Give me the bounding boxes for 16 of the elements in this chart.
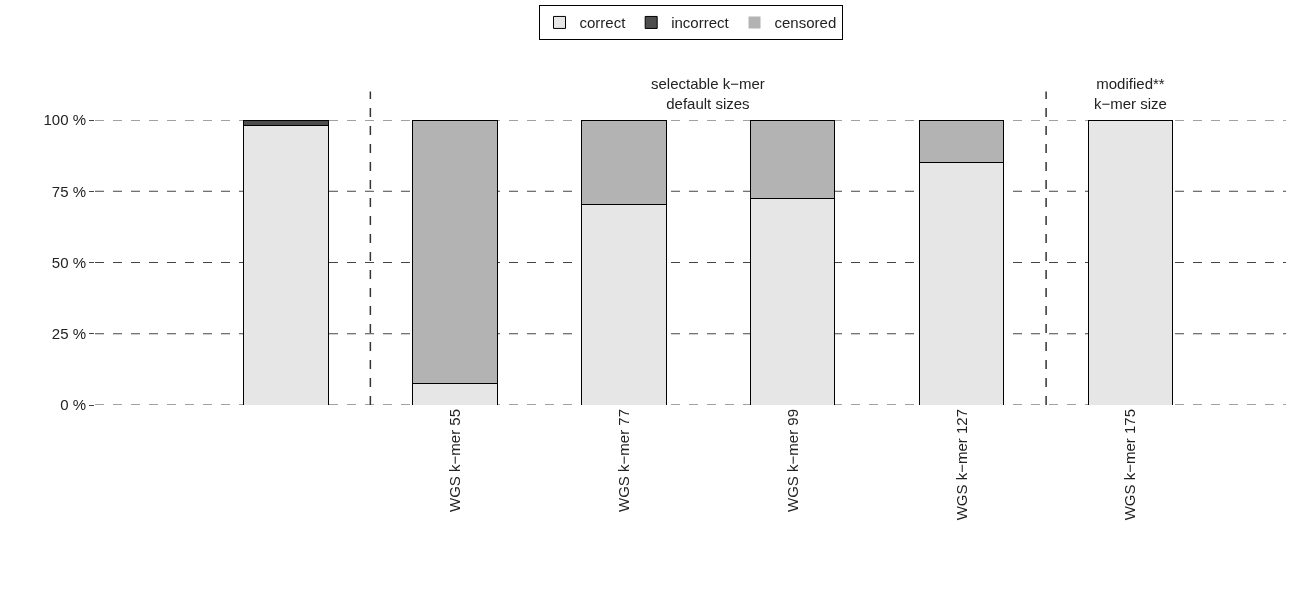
y-tick-label: 0 % [60,396,86,414]
y-tick-label: 25 % [51,325,86,342]
x-tick-label: WGS k−mer 99 [783,409,801,512]
y-tick-label: 50 % [51,253,86,271]
legend-label: censored [774,14,837,32]
y-tick-label: 100 % [43,111,86,129]
bar [1087,120,1174,405]
legend-label: incorrect [671,14,730,32]
y-tick-label: 75 % [51,182,86,200]
legend-label: correct [579,14,627,32]
x-tick-label: WGS k−mer 127 [952,409,970,521]
x-tick-label: WGS k−mer 77 [614,409,632,512]
text: modified** k−mer size [1094,75,1167,112]
text: selectable k−mer default sizes [651,75,765,112]
x-tick-label: WGS k−mer 175 [1121,409,1139,521]
x-tick-label: WGS k−mer 55 [445,409,463,512]
